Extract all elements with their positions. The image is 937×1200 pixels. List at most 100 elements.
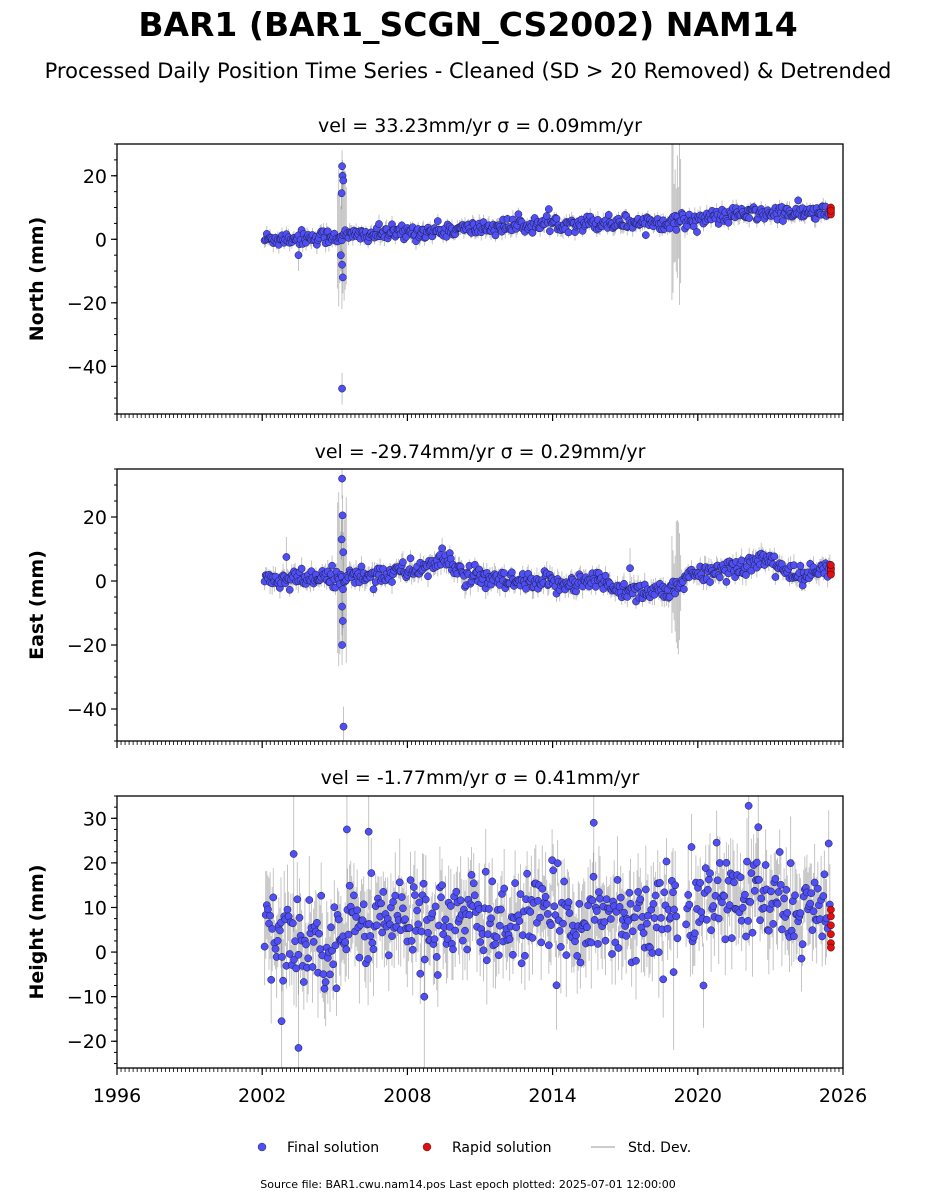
final-point (632, 956, 640, 965)
final-point (470, 891, 479, 900)
final-point (742, 571, 750, 579)
final-point (636, 895, 645, 904)
final-point (355, 953, 364, 962)
final-point (562, 951, 571, 959)
final-point (467, 871, 476, 879)
final-point (796, 561, 805, 570)
final-point (712, 838, 721, 847)
final-point (750, 886, 759, 895)
final-point (415, 898, 424, 907)
final-point (293, 895, 302, 904)
final-point (576, 958, 585, 967)
final-point (654, 948, 663, 957)
panel-title: vel = -29.74mm/yr σ = 0.29mm/yr (315, 441, 646, 463)
final-point (631, 913, 639, 922)
final-point (783, 908, 792, 917)
final-point (438, 881, 446, 890)
final-point (747, 869, 756, 877)
final-point (596, 894, 604, 903)
final-point (413, 906, 421, 915)
y-tick-label: 0 (95, 942, 107, 964)
final-point (305, 896, 314, 904)
final-point (321, 978, 330, 986)
final-point (699, 981, 708, 990)
final-point (538, 884, 547, 893)
final-point (341, 938, 350, 946)
final-point (481, 867, 490, 876)
final-point (291, 937, 299, 946)
final-point (338, 511, 347, 520)
x-tick-label: 2008 (383, 1085, 431, 1107)
final-point (572, 931, 580, 940)
final-point (755, 875, 763, 884)
final-point (509, 950, 517, 959)
final-point (738, 903, 747, 912)
std-dev-bars (264, 469, 831, 741)
final-point (680, 585, 688, 594)
final-point (315, 929, 323, 938)
final-point (770, 552, 779, 561)
final-point (797, 954, 806, 963)
final-point (626, 899, 635, 908)
final-point (720, 892, 729, 900)
final-point (338, 474, 346, 483)
final-point (518, 931, 527, 940)
final-point (485, 905, 493, 913)
final-solution-points (260, 801, 834, 1052)
final-point (337, 189, 346, 198)
final-point (297, 564, 306, 573)
final-point (401, 915, 409, 924)
y-tick-label: 20 (83, 507, 107, 529)
final-point (590, 916, 599, 924)
plot-area (260, 469, 835, 741)
final-point (409, 883, 418, 891)
footer-source: Source file: BAR1.cwu.nam14.pos Last epo… (260, 1178, 675, 1191)
final-point (608, 950, 616, 958)
final-point (628, 927, 637, 936)
final-point (706, 869, 714, 878)
final-point (703, 885, 712, 894)
rapid-point (827, 570, 835, 579)
final-point (339, 548, 348, 557)
final-point (737, 916, 746, 925)
final-point (476, 938, 485, 946)
final-point (488, 877, 497, 886)
final-point (339, 585, 347, 594)
final-point (369, 945, 378, 954)
final-point (625, 888, 634, 897)
final-point (364, 955, 372, 963)
final-point (550, 902, 559, 911)
final-point (304, 954, 313, 963)
final-solution-points (260, 162, 834, 393)
final-point (359, 900, 368, 909)
final-point (268, 925, 277, 933)
y-tick-label: −40 (67, 356, 107, 378)
final-point (685, 900, 694, 909)
rapid-solution-points (827, 905, 835, 952)
final-point (411, 891, 419, 899)
final-point (350, 891, 358, 900)
final-point (824, 839, 833, 848)
final-point (771, 573, 780, 581)
x-tick-label: 2026 (819, 1085, 867, 1107)
final-point (594, 940, 602, 948)
final-point (439, 930, 448, 939)
final-point (641, 885, 650, 894)
final-point (553, 859, 562, 868)
x-tick-label: 1996 (93, 1085, 141, 1107)
final-point (369, 585, 378, 594)
panel-3: vel = -1.77mm/yr σ = 0.41mm/yr Height (mm… (26, 767, 867, 1107)
rapid-point (827, 912, 835, 921)
y-tick-label: −40 (67, 699, 107, 721)
final-point (295, 913, 304, 922)
final-point (366, 932, 375, 940)
final-point (428, 909, 437, 918)
final-point (420, 955, 429, 964)
final-point (614, 944, 623, 952)
final-point (744, 801, 753, 810)
final-point (721, 935, 730, 944)
final-point (776, 880, 785, 889)
final-point (337, 535, 346, 544)
final-point (294, 1044, 303, 1052)
final-point (764, 926, 773, 935)
